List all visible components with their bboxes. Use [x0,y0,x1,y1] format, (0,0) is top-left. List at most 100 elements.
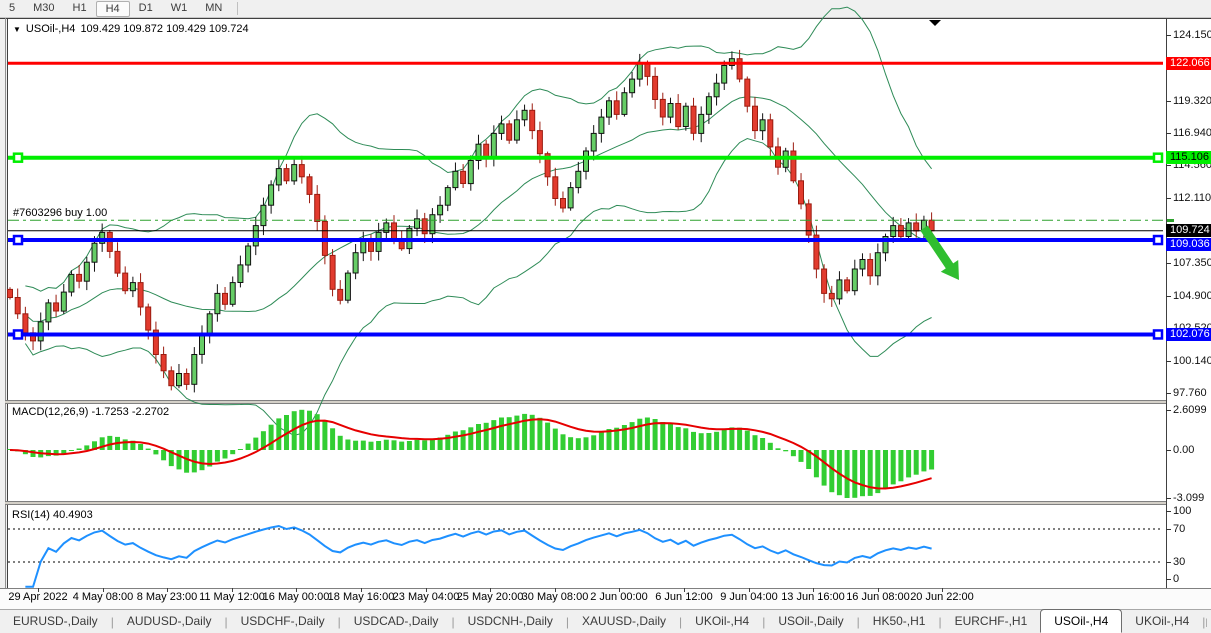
trend-arrow-annotation[interactable] [920,225,959,281]
price-badge: 109.724 [1166,224,1211,237]
macd-pane-separator[interactable] [5,400,1166,404]
macd-histogram [7,409,935,498]
chart-title: ▼ USOil-,H4 109.429 109.872 109.429 109.… [13,23,249,35]
timeframe-button-w1[interactable]: W1 [170,2,188,14]
date-tick-mark [942,588,943,592]
chart-tab-usoil-h4[interactable]: USOil-,H4 [1040,608,1123,633]
tab-divider: | [110,614,114,629]
date-tick-label: 18 May 16:00 [327,591,395,603]
date-tick-label: 16 May 00:00 [262,591,330,603]
price-tick-label: 107.350 [1173,257,1211,269]
date-tick-mark [361,588,362,592]
order-line-label: #7603296 buy 1.00 [13,207,108,219]
chart-tab-usoil-daily[interactable]: USOil-,Daily [778,614,844,628]
support-line-blue-1-handle[interactable] [12,234,24,246]
date-tick-label: 11 May 12:00 [199,591,265,603]
timeframe-button-h1[interactable]: H1 [72,2,87,14]
price-tick-label: 112.110 [1173,192,1211,204]
axis-tick-mark [1166,511,1171,512]
timeframe-button-mn[interactable]: MN [205,2,223,14]
rsi-indicator-label: RSI(14) 40.4903 [12,509,93,521]
tab-divider: | [451,614,455,629]
macd-tick-label: 0.00 [1173,444,1195,456]
rsi-pane-separator[interactable] [5,501,1166,505]
axis-tick-mark [1166,450,1171,451]
chart-tab-usdcnh-daily[interactable]: USDCNH-,Daily [467,614,553,628]
chart-tab-hk50-h1[interactable]: HK50-,H1 [872,614,926,628]
chart-ohlc-values: 109.429 109.872 109.429 109.724 [80,23,249,35]
axis-tick-mark [1166,165,1171,166]
timeframe-button-d1[interactable]: D1 [138,2,153,14]
date-tick-label: 20 Jun 22:00 [910,591,974,603]
chart-shift-marker [929,20,941,26]
chart-tab-eurusd-daily[interactable]: EURUSD-,Daily [13,614,98,628]
chart-tab-xauusd-daily[interactable]: XAUUSD-,Daily [582,614,667,628]
support-line-blue-2-handle[interactable] [12,329,24,340]
axis-tick-mark [1166,101,1171,102]
tab-divider: | [938,614,942,629]
date-tick-mark [490,588,491,592]
tab-divider: | [565,614,570,629]
date-axis[interactable] [0,588,1211,610]
price-tick-label: 124.150 [1173,29,1211,41]
date-tick-label: 16 Jun 08:00 [846,591,910,603]
tab-divider: | [1202,614,1206,629]
chart-tab-usdchf-daily[interactable]: USDCHF-,Daily [240,614,325,628]
price-badge: 102.076 [1166,328,1211,341]
support-line-blue-2-handle[interactable] [1152,329,1164,340]
chart-tab-audusd-daily[interactable]: AUDUSD-,Daily [126,614,212,628]
axis-tick-mark [1166,198,1171,199]
tab-divider: | [1205,616,1208,627]
chart-tab-ukoil-h4[interactable]: UKOil-,H4 [1135,614,1190,628]
date-tick-label: 6 Jun 12:00 [655,591,713,603]
date-tick-mark [296,588,297,592]
timeframe-button-5[interactable]: 5 [9,2,16,14]
toolbar-divider [237,2,239,15]
level-line-green-handle[interactable] [12,152,24,163]
order-line-axis-marker [1167,219,1174,222]
macd-tick-label: 2.6099 [1173,404,1207,416]
chart-tab-eurchf-h1[interactable]: EURCHF-,H1 [954,614,1028,628]
price-tick-label: 100.140 [1173,355,1211,367]
date-tick-mark [813,588,814,592]
price-badge: 115.106 [1166,151,1211,164]
axis-tick-mark [1166,263,1171,264]
date-tick-label: 13 Jun 16:00 [781,591,845,603]
tab-divider: | [224,614,228,629]
price-axis-separator [1166,19,1167,588]
support-line-blue-1-handle[interactable] [1152,234,1164,246]
chart-frame-top [0,18,1211,19]
price-tick-label: 116.940 [1173,127,1211,139]
date-tick-mark [878,588,879,592]
date-tick-label: 4 May 08:00 [72,591,134,603]
chart-frame-left [7,19,8,588]
price-badge: 109.036 [1166,238,1211,251]
rsi-tick-label: 70 [1173,523,1186,535]
axis-tick-mark [1166,562,1171,563]
timeframe-button-m30[interactable]: M30 [33,2,55,14]
chart-canvas[interactable] [8,19,1166,588]
chart-tab-ukoil-h4[interactable]: UKOil-,H4 [695,614,750,628]
axis-tick-mark [1166,410,1171,411]
date-tick-mark [555,588,556,592]
axis-tick-mark [1166,498,1171,499]
axis-tick-mark [1166,133,1171,134]
date-tick-mark [103,588,104,592]
timeframe-button-h4[interactable]: H4 [95,0,130,17]
date-tick-mark [38,588,39,592]
level-line-green-handle[interactable] [1152,152,1164,163]
rsi-line [25,524,932,588]
macd-indicator-label: MACD(12,26,9) -1.7253 -2.2702 [12,406,170,418]
date-tick-mark [749,588,750,592]
chart-tab-bar: EURUSD-,Daily | AUDUSD-,Daily | USDCHF-,Dail… [0,608,1211,633]
tab-divider: | [762,614,766,629]
macd-tick-label: -3.099 [1173,492,1205,504]
chart-collapse-icon[interactable]: ▼ [13,24,21,34]
chart-tab-usdcad-daily[interactable]: USDCAD-,Daily [353,614,439,628]
window-edge [5,18,6,608]
axis-tick-mark [1166,361,1171,362]
date-tick-label: 23 May 04:00 [392,591,460,603]
tab-divider: | [856,614,860,629]
rsi-tick-label: 30 [1173,556,1186,568]
